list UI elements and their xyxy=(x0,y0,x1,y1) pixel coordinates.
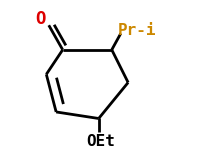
Text: OEt: OEt xyxy=(86,134,115,149)
Text: Pr-i: Pr-i xyxy=(118,23,156,38)
Text: O: O xyxy=(35,10,46,28)
